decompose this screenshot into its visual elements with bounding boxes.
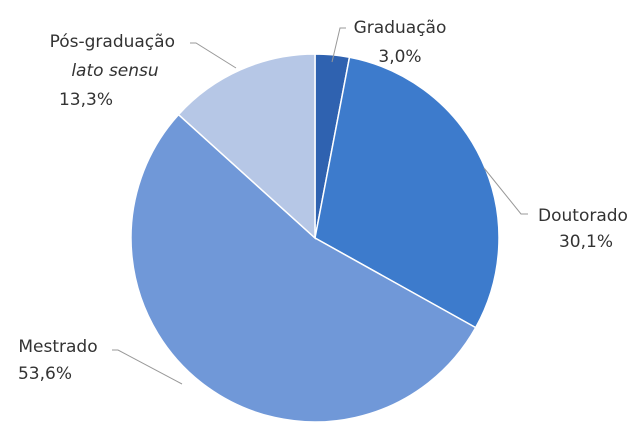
pie-slice <box>130 113 477 422</box>
pie-slice <box>177 53 316 240</box>
leader-line <box>190 42 237 69</box>
value-label: 3,0% <box>378 47 421 67</box>
value-label: 30,1% <box>559 232 613 252</box>
leader-line <box>483 167 528 215</box>
pie-slice <box>314 56 500 329</box>
value-label: 13,3% <box>59 90 113 110</box>
value-label: 53,6% <box>18 364 72 384</box>
category-label: Pós-graduação lato sensu <box>50 32 181 81</box>
category-label: Graduação <box>354 18 447 38</box>
leader-line <box>331 27 346 63</box>
category-line: Pós-graduação <box>50 32 181 52</box>
category-line: lato sensu <box>71 61 159 81</box>
category-label: Doutorado <box>538 206 628 226</box>
category-label: Mestrado <box>18 337 97 357</box>
leader-line <box>112 349 183 385</box>
